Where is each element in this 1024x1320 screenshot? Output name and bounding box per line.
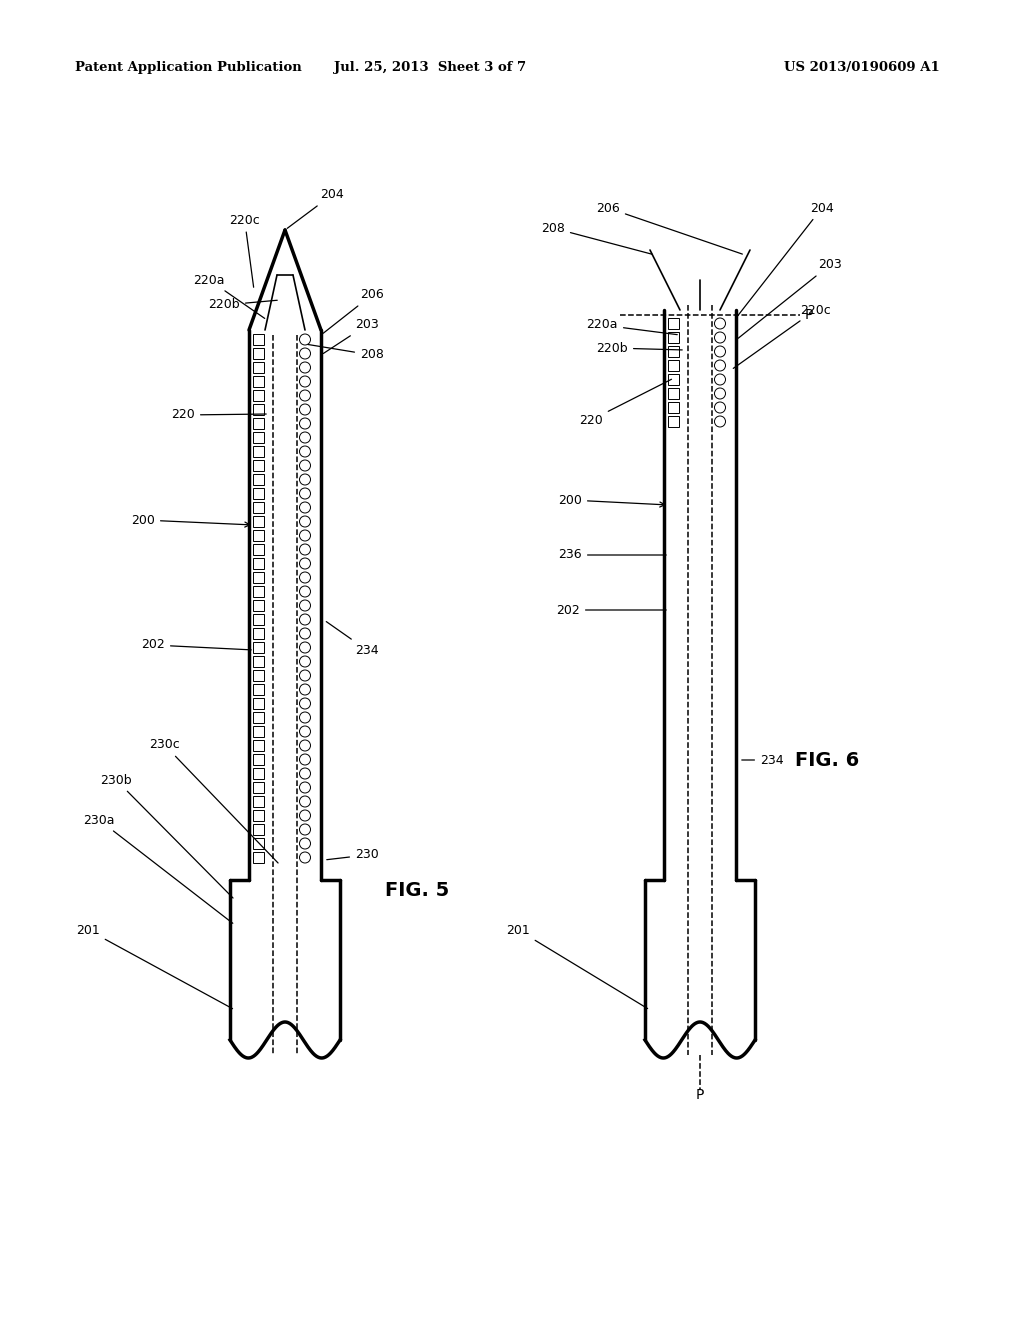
Text: 206: 206 (596, 202, 742, 253)
Text: 200: 200 (558, 494, 665, 507)
Bar (253, 544, 264, 554)
Bar (668, 374, 679, 385)
Bar (253, 516, 264, 527)
Text: 202: 202 (556, 603, 667, 616)
Text: 230a: 230a (84, 813, 232, 923)
Text: 230b: 230b (100, 774, 233, 898)
Text: 201: 201 (76, 924, 232, 1008)
Text: 204: 204 (287, 189, 344, 228)
Bar (253, 389, 264, 401)
Text: 220b: 220b (208, 298, 278, 312)
Bar (668, 388, 679, 399)
Bar (253, 432, 264, 444)
Bar (253, 334, 264, 345)
Bar (253, 446, 264, 457)
Text: 220: 220 (171, 408, 266, 421)
Bar (253, 711, 264, 723)
Bar (253, 614, 264, 624)
Bar (668, 333, 679, 343)
Bar (253, 796, 264, 807)
Bar (253, 474, 264, 484)
Text: FIG. 6: FIG. 6 (795, 751, 859, 770)
Text: 230: 230 (327, 849, 379, 862)
Bar (668, 346, 679, 356)
Text: 208: 208 (308, 345, 384, 362)
Text: P: P (805, 308, 813, 322)
Bar (253, 698, 264, 709)
Text: P: P (696, 1088, 705, 1102)
Bar (253, 838, 264, 849)
Text: 220a: 220a (194, 273, 265, 318)
Text: 201: 201 (506, 924, 647, 1008)
Text: 234: 234 (741, 754, 783, 767)
Text: 230c: 230c (150, 738, 279, 863)
Bar (668, 318, 679, 329)
Text: 220c: 220c (229, 214, 260, 288)
Text: 234: 234 (327, 622, 379, 656)
Bar (253, 558, 264, 569)
Bar (253, 572, 264, 583)
Text: 236: 236 (558, 549, 667, 561)
Bar (253, 754, 264, 766)
Text: 202: 202 (141, 639, 251, 652)
Text: US 2013/0190609 A1: US 2013/0190609 A1 (784, 62, 940, 74)
Bar (253, 656, 264, 667)
Bar (253, 488, 264, 499)
Text: Patent Application Publication: Patent Application Publication (75, 62, 302, 74)
Bar (253, 601, 264, 611)
Bar (253, 726, 264, 737)
Bar (253, 348, 264, 359)
Bar (253, 851, 264, 863)
Text: 220a: 220a (587, 318, 677, 335)
Bar (668, 416, 679, 426)
Bar (253, 362, 264, 374)
Text: 220b: 220b (596, 342, 682, 355)
Bar (253, 502, 264, 513)
Text: 208: 208 (541, 222, 652, 255)
Text: 203: 203 (324, 318, 379, 354)
Bar (253, 586, 264, 597)
Bar (253, 376, 264, 387)
Bar (253, 531, 264, 541)
Bar (253, 768, 264, 779)
Text: 200: 200 (131, 513, 250, 527)
Bar (253, 418, 264, 429)
Text: 204: 204 (737, 202, 834, 315)
Bar (668, 403, 679, 413)
Bar (253, 628, 264, 639)
Text: 220: 220 (580, 379, 672, 426)
Bar (253, 741, 264, 751)
Bar (253, 642, 264, 653)
Bar (253, 824, 264, 836)
Text: 203: 203 (738, 259, 842, 338)
Text: Jul. 25, 2013  Sheet 3 of 7: Jul. 25, 2013 Sheet 3 of 7 (334, 62, 526, 74)
Text: 206: 206 (324, 289, 384, 333)
Bar (253, 781, 264, 793)
Bar (253, 684, 264, 696)
Text: 220c: 220c (733, 304, 830, 368)
Text: FIG. 5: FIG. 5 (385, 880, 450, 899)
Bar (668, 360, 679, 371)
Bar (253, 671, 264, 681)
Bar (253, 810, 264, 821)
Bar (253, 404, 264, 414)
Bar (253, 459, 264, 471)
